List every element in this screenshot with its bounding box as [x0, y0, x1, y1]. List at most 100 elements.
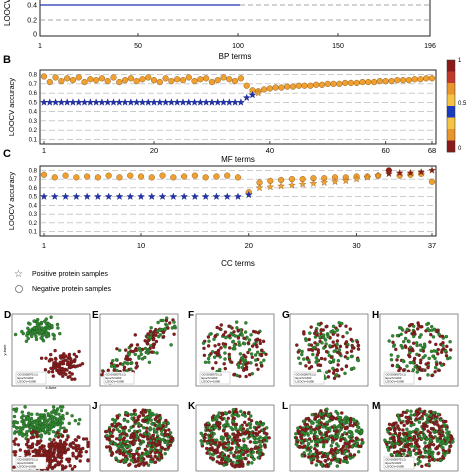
tsne-point [223, 357, 227, 361]
tsne-point [341, 444, 346, 449]
tsne-point [126, 419, 130, 424]
tsne-point [61, 405, 65, 409]
tsne-point [117, 436, 122, 440]
tsne-point [328, 360, 332, 364]
tsne-point [56, 435, 61, 439]
tsne-point [43, 430, 47, 434]
tsne-point [389, 353, 393, 357]
tsne-point [205, 441, 210, 445]
tsne-point [299, 433, 304, 437]
tsne-point [20, 419, 24, 424]
tsne-point [155, 427, 160, 431]
tsne-point [70, 467, 75, 471]
tsne-point [309, 431, 313, 435]
tsne-point [313, 341, 317, 345]
tsne-point [132, 455, 136, 459]
tsne-point [356, 347, 361, 351]
circle-point [51, 174, 58, 181]
tsne-point [258, 435, 262, 439]
tsne-point [325, 440, 329, 444]
tsne-point [230, 360, 234, 364]
tsne-point [264, 352, 268, 356]
tsne-point [117, 444, 121, 448]
tsne-point [399, 332, 403, 336]
tsne-point [59, 426, 63, 430]
x-axis-label: CC terms [221, 259, 255, 268]
x-tick-label: 20 [150, 146, 158, 155]
tsne-point [44, 451, 48, 455]
tsne-point [47, 418, 51, 422]
tsne-point [15, 420, 20, 425]
tsne-point [315, 353, 320, 357]
tsne-point [159, 445, 164, 449]
tsne-point [337, 418, 341, 422]
tsne-point [393, 444, 397, 448]
tsne-point [208, 434, 212, 438]
tsne-point [223, 366, 227, 371]
tsne-point [123, 348, 128, 352]
tsne-point [30, 412, 34, 416]
tsne-point [428, 442, 432, 446]
circle-point [145, 74, 152, 81]
tsne-point [84, 437, 89, 441]
tsne-legend-text: GO:0008075 (1) [18, 373, 38, 377]
tsne-point [25, 331, 30, 335]
tsne-point [222, 463, 226, 467]
tsne-point [408, 351, 412, 355]
tsne-point [407, 415, 411, 419]
tsne-point [438, 458, 443, 463]
circle-point [288, 176, 295, 183]
colorbar-tick-label: 1 [458, 58, 462, 64]
tsne-point [339, 435, 344, 439]
tsne-point [444, 334, 449, 339]
tsne-point [310, 413, 314, 417]
tsne-point [217, 454, 222, 459]
tsne-point [151, 345, 156, 350]
star-point [83, 192, 91, 200]
tsne-panels: DGO:0008075 (1)Epoch=1000LOOCV=0.890EGO:… [2, 310, 459, 472]
tsne-point [217, 342, 221, 347]
legend-negative-label: Negative protein samples [32, 286, 111, 293]
tsne-point [212, 355, 217, 359]
colorbar-segment [447, 140, 455, 153]
tsne-point [141, 418, 145, 423]
tsne-point [244, 367, 249, 371]
tsne-point [256, 331, 261, 335]
tsne-point [115, 414, 119, 418]
tsne-point [395, 358, 399, 362]
tsne-point [309, 425, 313, 429]
tsne-point [330, 436, 335, 440]
tsne-point [12, 414, 17, 419]
tsne-point [172, 324, 177, 328]
tsne-point [331, 366, 335, 371]
tsne-point [86, 440, 90, 444]
y-tick-label: 0.6 [29, 91, 38, 97]
tsne-point [356, 450, 361, 454]
tsne-point [121, 437, 126, 442]
tsne-point [419, 430, 423, 435]
tsne-point [326, 375, 331, 379]
tsne-point [445, 431, 449, 435]
tsne-point [409, 438, 413, 442]
circle-point [365, 78, 372, 86]
tsne-point [52, 410, 56, 414]
tsne-point [20, 415, 24, 420]
tsne-point [20, 329, 24, 334]
tsne-point [246, 341, 250, 345]
tsne-point [68, 374, 72, 379]
tsne-point [29, 431, 34, 435]
tsne-point [211, 453, 215, 457]
tsne-point [247, 417, 251, 421]
x-tick-label: 20 [245, 241, 253, 250]
star-point [180, 192, 188, 200]
x-tick-label: 150 [332, 43, 344, 50]
tsne-point [233, 441, 237, 445]
y-tick-label: 0.6 [29, 186, 38, 192]
colorbar-segment [447, 60, 455, 72]
tsne-point [43, 319, 47, 323]
star-point [320, 178, 329, 186]
tsne-point [322, 346, 326, 350]
circle-point [181, 173, 188, 180]
tsne-point [42, 444, 46, 448]
tsne-point [325, 370, 329, 374]
